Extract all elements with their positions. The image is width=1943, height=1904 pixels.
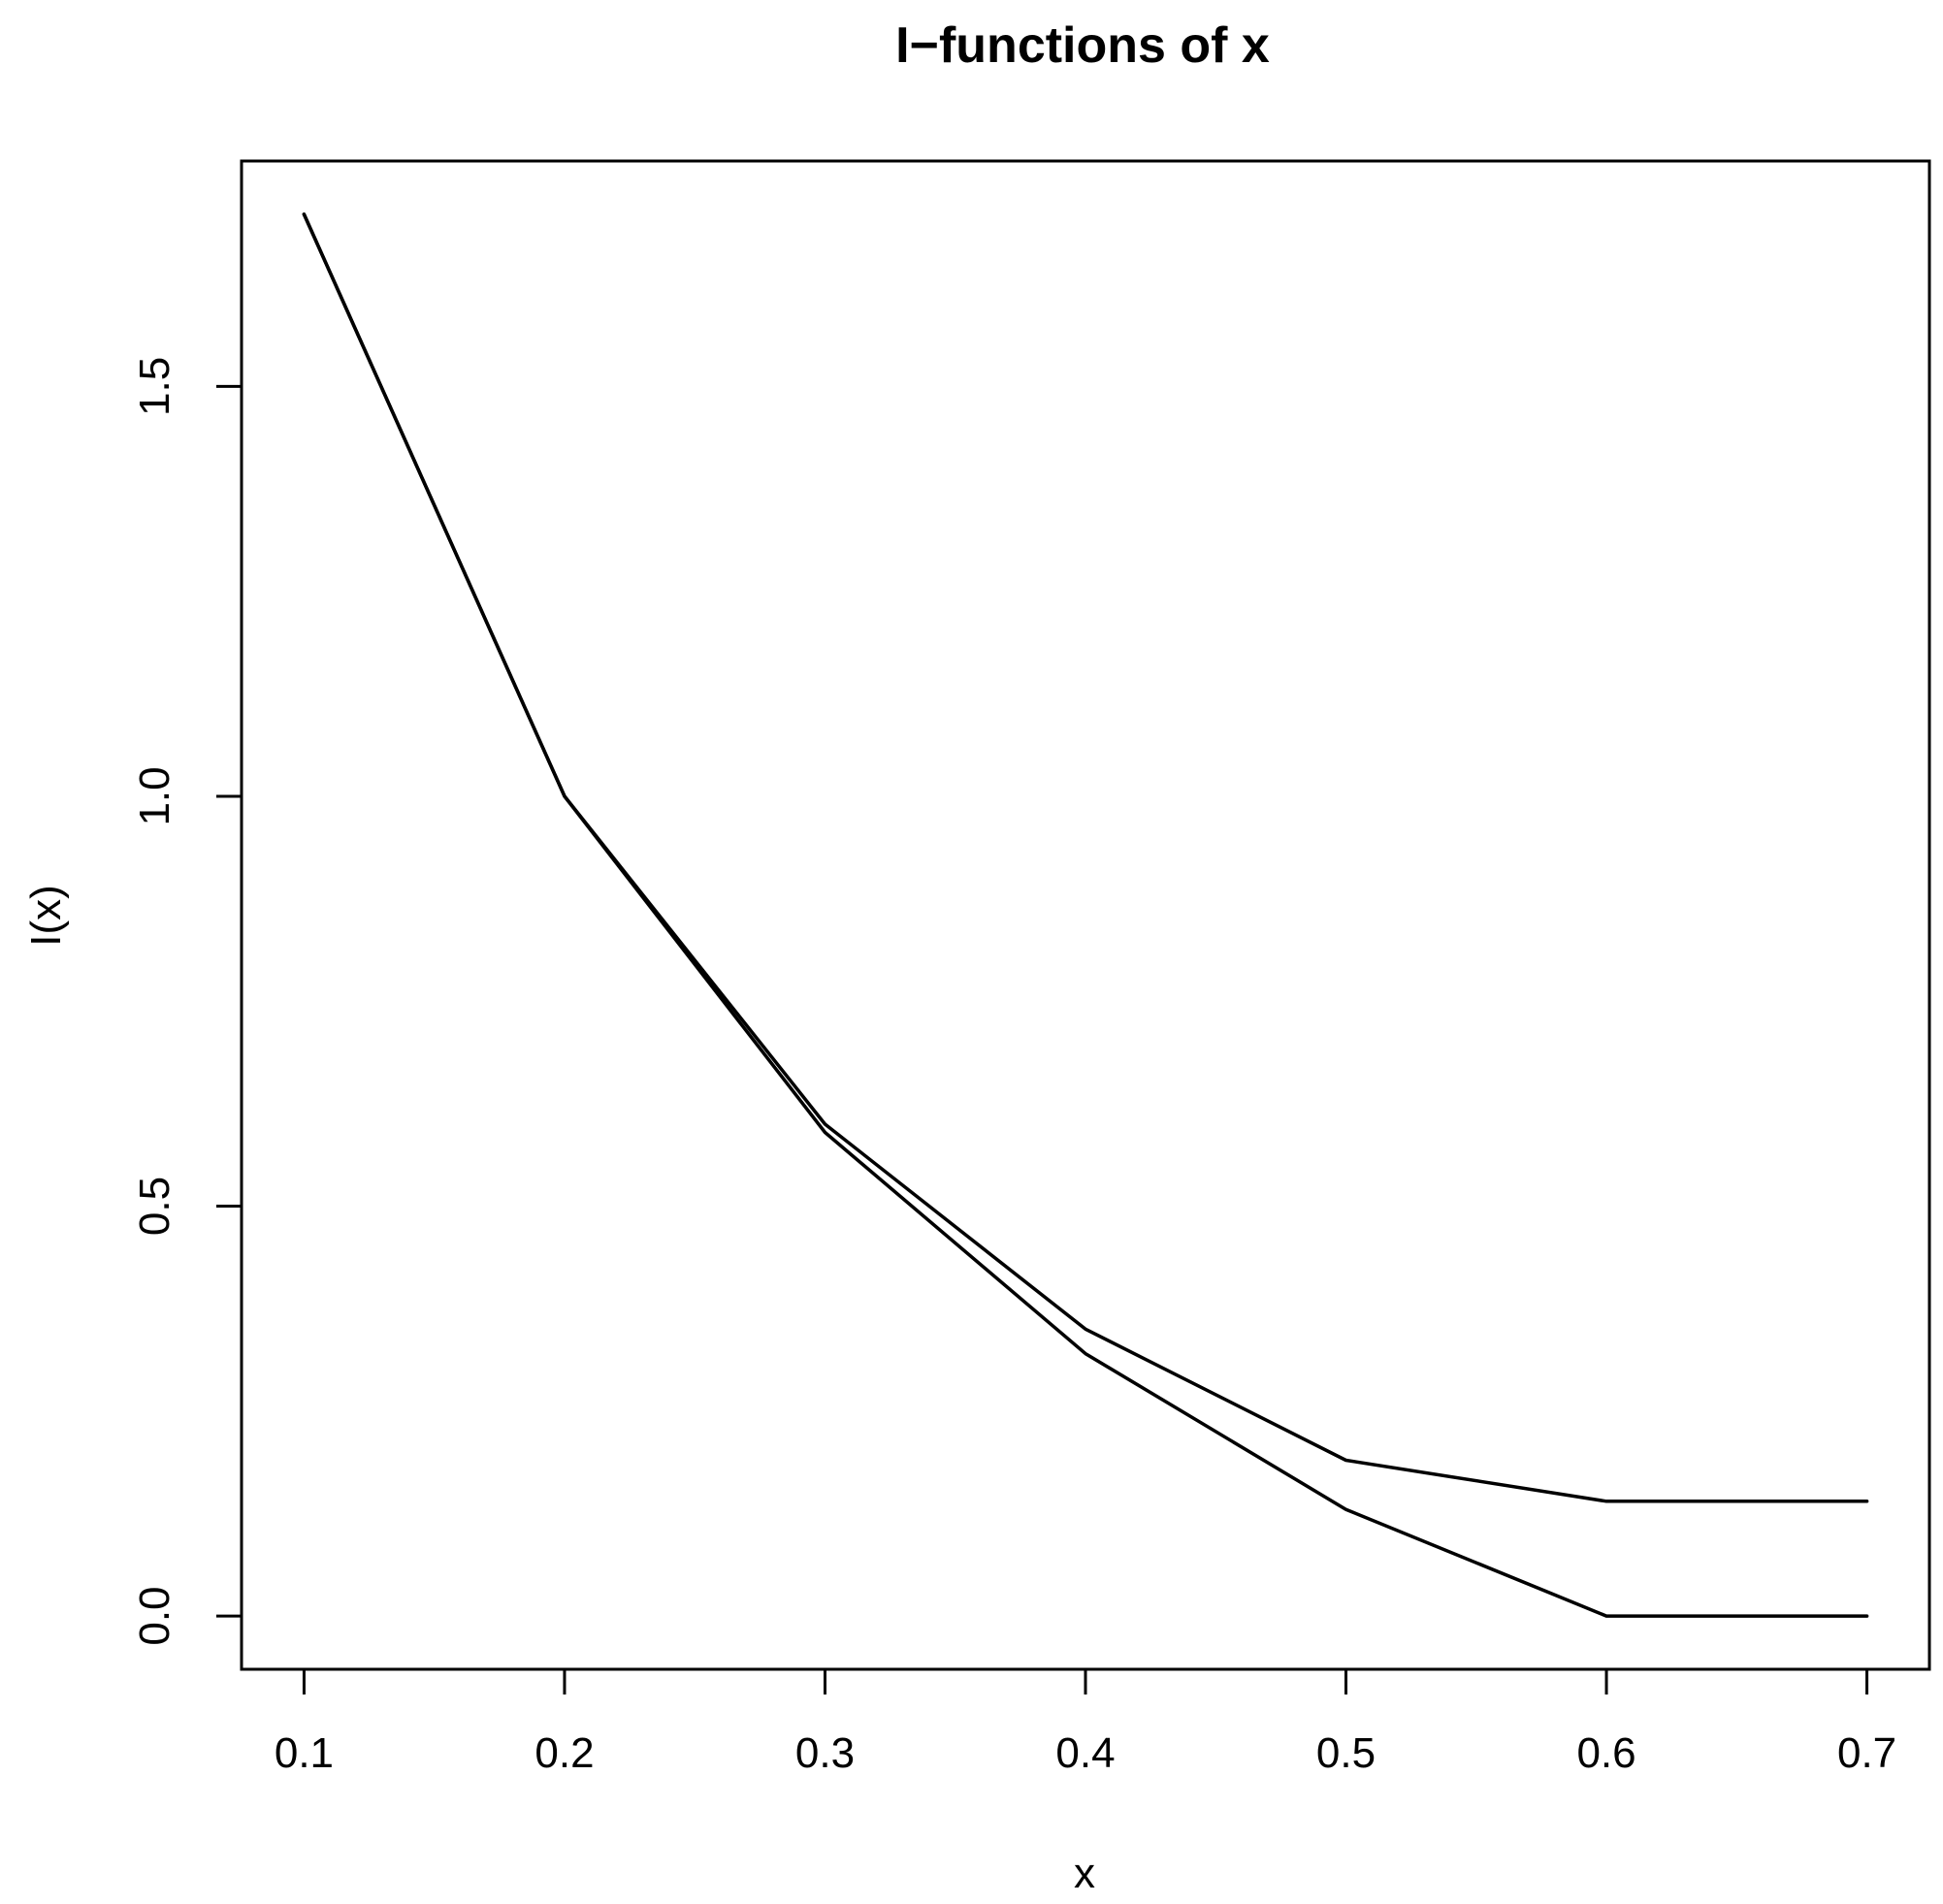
x-tick-label: 0.5 xyxy=(1316,1729,1376,1777)
chart-title: I−functions of x xyxy=(895,17,1270,74)
y-tick-label: 0.5 xyxy=(131,1177,178,1236)
x-axis: 0.1 0.2 0.3 0.4 0.5 0.6 0.7 xyxy=(275,1667,1896,1777)
x-tick-label: 0.7 xyxy=(1837,1729,1896,1777)
series-group xyxy=(302,212,1869,1618)
x-tick-label: 0.4 xyxy=(1055,1729,1115,1777)
y-tick-label: 0.0 xyxy=(131,1586,178,1645)
series-line-1 xyxy=(302,212,1869,1503)
y-axis-label: I(x) xyxy=(22,885,70,947)
x-tick-label: 0.2 xyxy=(534,1729,594,1777)
y-tick-label: 1.5 xyxy=(131,357,178,416)
x-axis-label: x xyxy=(1074,1850,1095,1897)
x-tick-label: 0.1 xyxy=(275,1729,334,1777)
y-tick-label: 1.0 xyxy=(131,766,178,825)
x-tick-label: 0.3 xyxy=(795,1729,855,1777)
plot-frame xyxy=(240,159,1931,1671)
series-line-2 xyxy=(302,212,1869,1618)
y-axis: 0.0 0.5 1.0 1.5 xyxy=(131,357,243,1646)
x-tick-label: 0.6 xyxy=(1576,1729,1635,1777)
